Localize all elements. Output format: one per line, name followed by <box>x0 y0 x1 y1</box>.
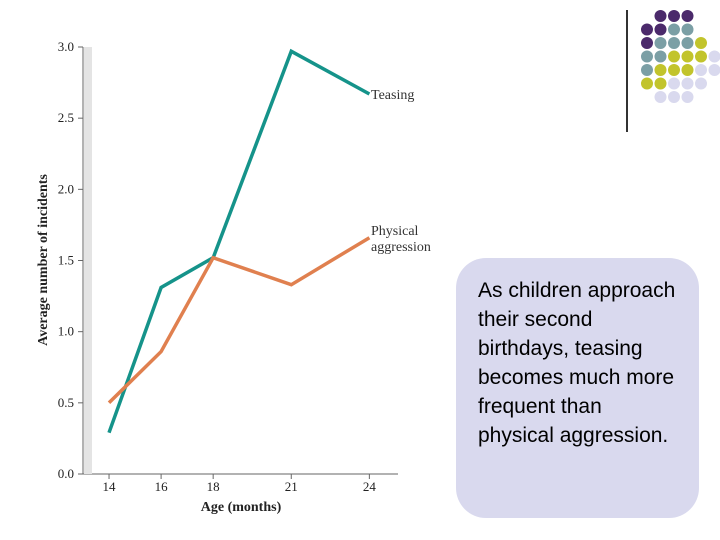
y-tick-label: 3.0 <box>58 39 74 54</box>
decorative-dot <box>641 37 653 49</box>
decorative-dot <box>695 64 707 76</box>
decorative-dot <box>641 50 653 63</box>
teasing-label: Teasing <box>371 88 414 103</box>
decorative-divider-line <box>626 10 628 132</box>
y-axis-shade <box>84 47 92 474</box>
chart-series <box>107 48 371 434</box>
decorative-dot <box>668 10 680 22</box>
decorative-dot <box>681 77 694 90</box>
x-axis-title: Age (months) <box>201 500 282 515</box>
decorative-dot <box>695 37 707 49</box>
x-tick-label: 18 <box>207 479 220 494</box>
decorative-dot <box>708 64 720 76</box>
x-tick-label: 21 <box>285 479 298 494</box>
decorative-dot <box>654 77 667 90</box>
x-tick-label: 14 <box>103 479 117 494</box>
aggression-label-line1: Physical <box>371 224 419 239</box>
decorative-dot <box>681 64 694 76</box>
y-axis-title: Average number of incidents <box>36 174 51 346</box>
callout-text: As children approach their second birthd… <box>478 279 676 447</box>
aggression-label-line2: aggression <box>371 240 431 255</box>
y-tick-label: 0.0 <box>58 466 74 481</box>
decorative-dot <box>668 23 680 36</box>
decorative-dot <box>654 10 667 22</box>
decorative-dot <box>681 23 694 36</box>
aggression-series-line <box>107 236 371 405</box>
decorative-dot <box>654 64 667 76</box>
decorative-dot <box>668 91 680 103</box>
y-tick-label: 0.5 <box>58 395 74 410</box>
callout-box: As children approach their second birthd… <box>456 258 699 518</box>
decorative-dot <box>641 23 653 36</box>
decorative-dot <box>695 77 707 90</box>
decorative-dot <box>654 37 667 49</box>
decorative-dot <box>695 50 707 63</box>
decorative-dot <box>641 64 653 76</box>
decorative-dot-grid <box>641 10 720 103</box>
decorative-dot <box>668 37 680 49</box>
decorative-dot <box>668 64 680 76</box>
y-tick-label: 2.5 <box>58 110 74 125</box>
decorative-dot <box>668 77 680 90</box>
chart-axes: 0.0 0.5 1.0 1.5 2.0 2.5 3.0 14 16 18 21 24 <box>58 39 398 494</box>
decorative-dot <box>681 50 694 63</box>
x-tick-label: 16 <box>155 479 169 494</box>
x-tick-label: 24 <box>363 479 377 494</box>
decorative-dot <box>681 91 694 103</box>
decorative-dot <box>681 37 694 49</box>
decorative-dot <box>654 50 667 63</box>
decorative-dot <box>654 23 667 36</box>
y-tick-label: 1.0 <box>58 324 74 339</box>
decorative-dot <box>681 10 694 22</box>
line-chart: 0.0 0.5 1.0 1.5 2.0 2.5 3.0 14 16 18 21 24 Age (mon… <box>36 39 431 515</box>
y-tick-label: 1.5 <box>58 253 74 268</box>
y-tick-label: 2.0 <box>58 181 74 196</box>
decorative-dot <box>654 91 667 103</box>
decorative-dot <box>641 77 653 90</box>
decorative-dot <box>708 50 720 63</box>
decorative-dot <box>668 50 680 63</box>
